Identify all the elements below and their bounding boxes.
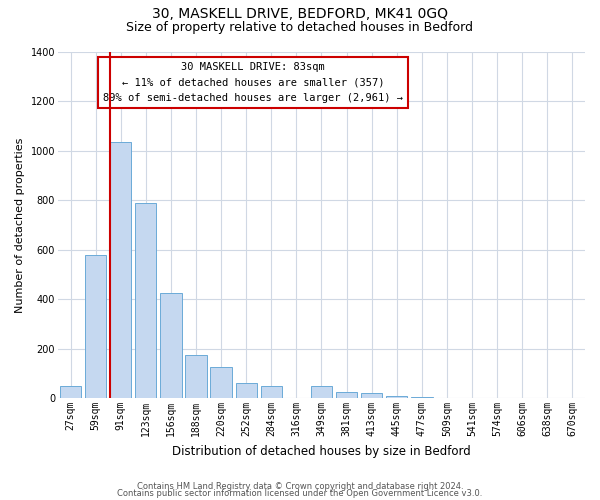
Bar xyxy=(211,367,232,398)
Bar xyxy=(386,396,407,398)
Bar xyxy=(85,254,106,398)
Bar xyxy=(236,384,257,398)
Bar xyxy=(160,293,182,398)
Bar xyxy=(135,202,157,398)
X-axis label: Distribution of detached houses by size in Bedford: Distribution of detached houses by size … xyxy=(172,444,471,458)
Text: Size of property relative to detached houses in Bedford: Size of property relative to detached ho… xyxy=(127,21,473,34)
Bar xyxy=(361,393,382,398)
Bar xyxy=(110,142,131,398)
Bar xyxy=(336,392,357,398)
Bar xyxy=(411,397,433,398)
Bar xyxy=(185,355,206,398)
Bar xyxy=(260,386,282,398)
Text: 30, MASKELL DRIVE, BEDFORD, MK41 0GQ: 30, MASKELL DRIVE, BEDFORD, MK41 0GQ xyxy=(152,8,448,22)
Text: Contains HM Land Registry data © Crown copyright and database right 2024.: Contains HM Land Registry data © Crown c… xyxy=(137,482,463,491)
Text: 30 MASKELL DRIVE: 83sqm
← 11% of detached houses are smaller (357)
89% of semi-d: 30 MASKELL DRIVE: 83sqm ← 11% of detache… xyxy=(103,62,403,103)
Bar xyxy=(60,386,81,398)
Text: Contains public sector information licensed under the Open Government Licence v3: Contains public sector information licen… xyxy=(118,490,482,498)
Bar xyxy=(311,386,332,398)
Y-axis label: Number of detached properties: Number of detached properties xyxy=(15,137,25,312)
